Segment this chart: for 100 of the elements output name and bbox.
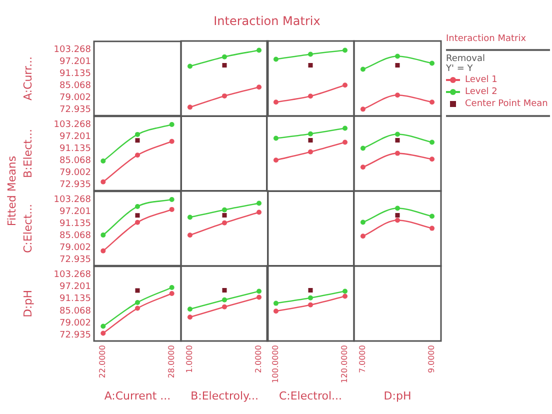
y-tick-label: 79.002 (60, 243, 91, 254)
point (342, 126, 348, 131)
y-tick-label: 91.135 (60, 69, 91, 80)
point (186, 214, 192, 220)
point (100, 179, 106, 184)
y-tick-label: 72.935 (60, 180, 91, 190)
point (394, 213, 400, 218)
point (256, 48, 262, 53)
x-tick-label: 9.0000 (426, 345, 436, 373)
point (100, 158, 106, 164)
point (169, 138, 174, 144)
point (308, 94, 313, 99)
point (169, 206, 174, 212)
point (169, 122, 174, 128)
y-tick-label: 85.068 (60, 231, 92, 242)
point (394, 206, 400, 211)
point (394, 150, 400, 156)
point (342, 48, 348, 53)
point (308, 302, 313, 308)
point (429, 214, 434, 219)
point (135, 213, 140, 218)
point (360, 146, 365, 151)
point (222, 220, 226, 226)
y-tick-label: 85.068 (60, 306, 92, 316)
y-tick-label: 103.268 (54, 194, 92, 205)
y-tick-label: 97.201 (60, 206, 91, 217)
point (222, 54, 226, 60)
point (186, 232, 192, 238)
point (394, 138, 400, 143)
point (186, 104, 192, 110)
point (273, 308, 278, 314)
point (429, 226, 434, 231)
point (308, 288, 313, 293)
point (360, 220, 365, 225)
point (273, 300, 278, 306)
point (135, 306, 140, 311)
point (222, 304, 226, 310)
point (135, 204, 140, 209)
x-axis-title: C:Electrol... (278, 389, 342, 402)
point (222, 288, 226, 293)
point (222, 297, 226, 302)
y-tick-label: 97.201 (60, 56, 91, 67)
point (135, 138, 140, 143)
point (308, 63, 313, 68)
point (169, 197, 174, 202)
point (342, 288, 348, 294)
y-tick-label: 103.268 (54, 44, 92, 55)
point (394, 218, 400, 223)
point (342, 140, 348, 145)
x-axis-title: D:pH (383, 389, 411, 402)
x-tick-label: 2.0000 (254, 345, 263, 373)
x-axis-title: A:Current ... (104, 389, 171, 402)
point (256, 210, 262, 215)
legend-label: Level 2 (465, 87, 498, 97)
point (429, 60, 434, 66)
x-axis-title: B:Electroly... (190, 389, 258, 402)
text: Interaction Matrix (446, 34, 528, 44)
point (256, 200, 262, 206)
point (256, 84, 262, 90)
point (308, 52, 313, 57)
x-tick-label: 120.0000 (340, 345, 350, 384)
point (308, 149, 313, 154)
point (429, 100, 434, 105)
point (308, 295, 313, 300)
point (394, 132, 400, 137)
point (222, 213, 226, 218)
x-tick-label: 1.0000 (184, 345, 194, 373)
point (308, 131, 313, 136)
y-tick-label: 97.201 (60, 282, 91, 292)
point (429, 156, 434, 162)
point (135, 220, 140, 225)
point (394, 63, 400, 68)
x-tick-label: 100.0000 (271, 345, 280, 384)
point (169, 291, 174, 296)
y-tick-label: 72.935 (60, 255, 91, 266)
point (135, 288, 140, 293)
legend-label: Level 1 (465, 75, 498, 85)
point (342, 82, 348, 88)
y-axis-title: D:pH (21, 290, 34, 318)
point (360, 66, 365, 72)
y-tick-label: 103.268 (54, 270, 92, 280)
point (100, 324, 106, 329)
point (186, 64, 192, 69)
y-tick-label: 72.935 (60, 105, 91, 116)
x-tick-label: 28.0000 (166, 345, 176, 378)
y-tick-label: 72.935 (60, 330, 91, 340)
point (169, 285, 174, 290)
x-tick-label: 22.0000 (98, 345, 108, 378)
point (222, 63, 226, 68)
y-tick-label: 91.135 (60, 294, 91, 304)
point (256, 294, 262, 300)
point (256, 288, 262, 294)
legend-label: Center Point Mean (465, 99, 548, 109)
point (100, 248, 106, 254)
legend-title: Removal (446, 54, 486, 64)
y-tick-label: 85.068 (60, 81, 92, 92)
point (273, 158, 278, 163)
point (273, 56, 278, 62)
text: Y' = Y (446, 64, 474, 74)
point (135, 152, 140, 158)
